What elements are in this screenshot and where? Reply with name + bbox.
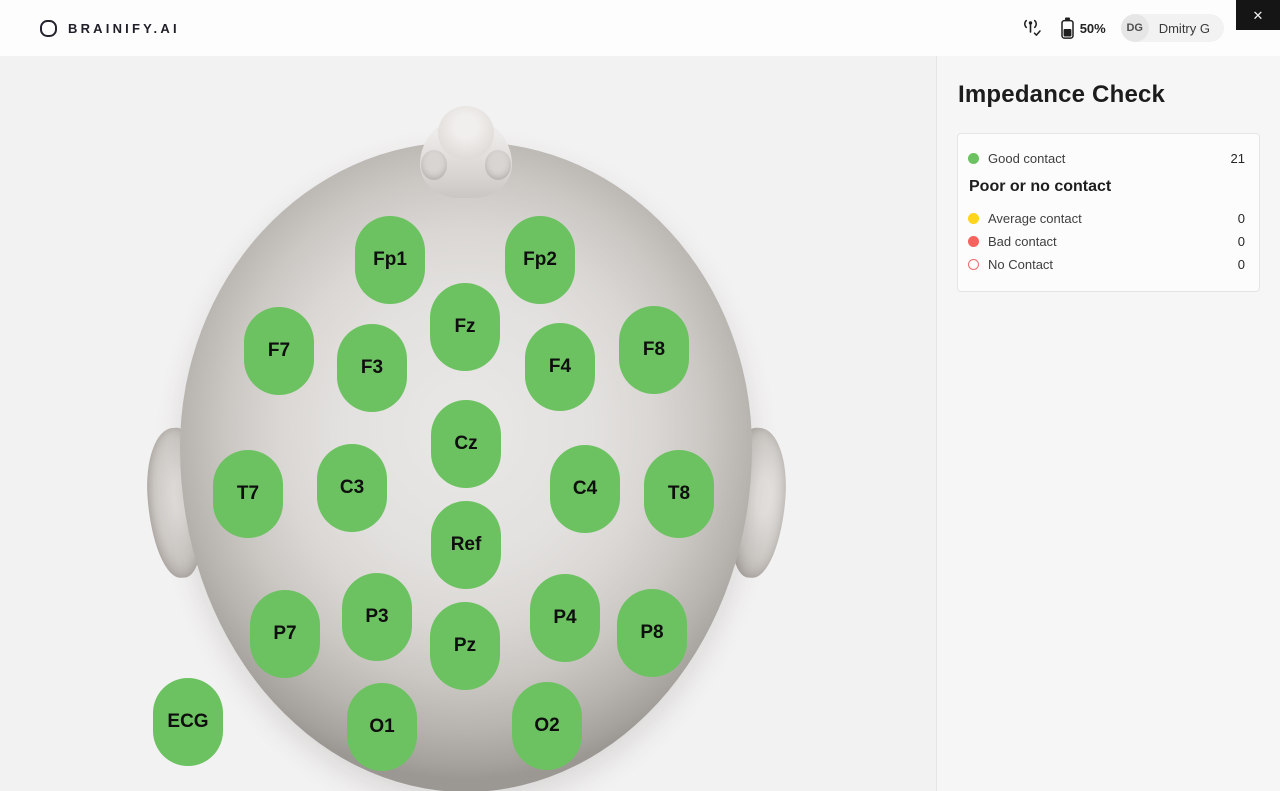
head-diagram: Fp1 Fp2 Fz F7 F3 F4 F8 Cz T7 C3 C4 T8 Re… — [0, 56, 936, 791]
electrode-Pz[interactable]: Pz — [430, 602, 500, 690]
brand-logo: BRAINIFY.AI — [40, 0, 180, 56]
electrode-label: C4 — [572, 478, 598, 499]
page-title: Impedance Check — [958, 81, 1166, 108]
electrode-label: Ref — [450, 534, 482, 555]
main-area: Fp1 Fp2 Fz F7 F3 F4 F8 Cz T7 C3 C4 T8 Re… — [0, 56, 936, 791]
average-contact-dot-icon — [968, 212, 979, 224]
electrode-C4[interactable]: C4 — [550, 445, 620, 533]
legend-label: Bad contact — [988, 234, 1057, 249]
electrode-label: O1 — [369, 716, 395, 737]
sidebar: Impedance Check Good contact 21 Poor or … — [936, 56, 1280, 791]
user-chip[interactable]: DG Dmitry G — [1120, 14, 1224, 42]
electrode-layer: Fp1 Fp2 Fz F7 F3 F4 F8 Cz T7 C3 C4 T8 Re… — [0, 56, 936, 791]
user-name: Dmitry G — [1158, 20, 1210, 36]
electrode-ECG[interactable]: ECG — [153, 678, 223, 766]
electrode-label: F8 — [642, 339, 666, 360]
legend-value: 0 — [1237, 257, 1245, 272]
electrode-F3[interactable]: F3 — [337, 324, 407, 412]
electrode-T7[interactable]: T7 — [213, 450, 283, 538]
electrode-label: P3 — [365, 606, 389, 627]
electrode-label: ECG — [167, 711, 209, 732]
electrode-Fp2[interactable]: Fp2 — [505, 216, 575, 304]
signal-check-icon — [1023, 19, 1041, 36]
electrode-label: P7 — [273, 623, 297, 644]
electrode-label: F7 — [267, 340, 291, 361]
electrode-label: Pz — [453, 635, 477, 656]
legend-label: Average contact — [988, 210, 1082, 226]
legend-row-nocontact: No Contact 0 — [968, 253, 1245, 276]
close-icon: ✕ — [1252, 7, 1264, 23]
signal-status — [1017, 17, 1045, 39]
electrode-label: T7 — [236, 483, 260, 504]
battery-status: 50% — [1060, 16, 1106, 40]
close-button[interactable]: ✕ — [1236, 0, 1280, 30]
impedance-legend-card: Good contact 21 Poor or no contact Avera… — [957, 133, 1260, 292]
electrode-label: P8 — [640, 622, 664, 643]
electrode-F7[interactable]: F7 — [244, 307, 314, 395]
brand-name: BRAINIFY.AI — [68, 20, 180, 36]
poor-contact-heading: Poor or no contact — [969, 178, 1112, 195]
legend-label: No Contact — [988, 257, 1054, 272]
legend-row-good: Good contact 21 — [968, 146, 1245, 170]
electrode-label: Cz — [454, 433, 478, 454]
electrode-label: F3 — [360, 357, 384, 378]
electrode-label: Fp1 — [373, 249, 407, 270]
electrode-label: T8 — [667, 483, 691, 504]
legend-row-average: Average contact 0 — [968, 206, 1245, 230]
electrode-P3[interactable]: P3 — [342, 573, 412, 661]
legend-value: 21 — [1230, 150, 1245, 166]
electrode-label: F4 — [548, 356, 572, 377]
electrode-label: P4 — [553, 607, 577, 628]
electrode-F8[interactable]: F8 — [619, 306, 689, 394]
electrode-C3[interactable]: C3 — [317, 444, 387, 532]
electrode-Cz[interactable]: Cz — [431, 400, 501, 488]
electrode-O2[interactable]: O2 — [512, 682, 582, 770]
electrode-label: O2 — [534, 715, 560, 736]
battery-icon — [1060, 17, 1074, 39]
good-contact-dot-icon — [968, 152, 979, 164]
electrode-label: Fz — [454, 316, 476, 337]
nose-wing-left-shape — [421, 150, 447, 180]
electrode-Fz[interactable]: Fz — [430, 283, 500, 371]
electrode-label: C3 — [339, 477, 365, 498]
avatar: DG — [1120, 14, 1149, 42]
battery-percentage: 50% — [1079, 20, 1106, 36]
electrode-Ref[interactable]: Ref — [431, 501, 501, 589]
bad-contact-dot-icon — [968, 236, 979, 247]
brand-ring-icon — [40, 19, 57, 37]
electrode-T8[interactable]: T8 — [644, 450, 714, 538]
electrode-Fp1[interactable]: Fp1 — [355, 216, 425, 304]
legend-label: Good contact — [988, 150, 1066, 166]
topbar: BRAINIFY.AI — [0, 0, 1280, 56]
electrode-P4[interactable]: P4 — [530, 574, 600, 662]
electrode-P8[interactable]: P8 — [617, 589, 687, 677]
legend-value: 0 — [1237, 234, 1245, 249]
nose-tip-shape — [438, 106, 494, 160]
nose-wing-right-shape — [485, 150, 511, 180]
electrode-P7[interactable]: P7 — [250, 590, 320, 678]
legend-value: 0 — [1237, 210, 1245, 226]
electrode-label: Fp2 — [523, 249, 557, 270]
legend-row-bad: Bad contact 0 — [968, 230, 1245, 253]
no-contact-dot-icon — [968, 259, 979, 270]
electrode-F4[interactable]: F4 — [525, 323, 595, 411]
topbar-status-area: 50% DG Dmitry G — [1017, 0, 1224, 56]
electrode-O1[interactable]: O1 — [347, 683, 417, 771]
